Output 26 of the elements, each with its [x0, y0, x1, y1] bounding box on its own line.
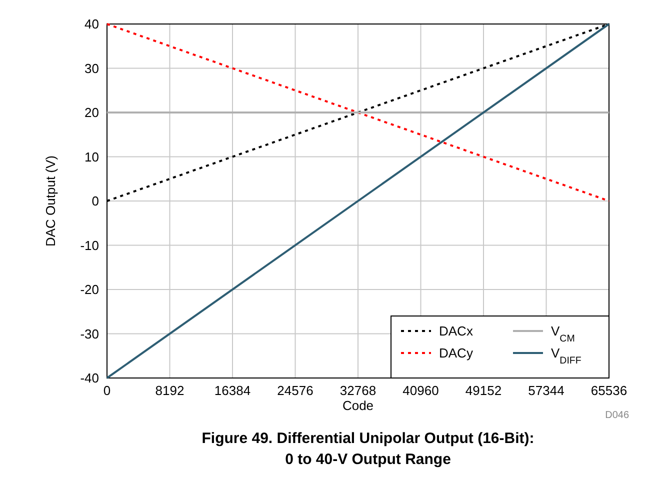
y-tick-label: 40 — [84, 16, 99, 32]
x-tick-label: 24576 — [277, 383, 314, 398]
x-tick-label: 0 — [103, 383, 111, 398]
x-tick-label: 32768 — [340, 383, 376, 398]
x-axis-title: Code — [342, 398, 374, 413]
legend-label: V$_{DIFF}$ — [551, 346, 582, 366]
legend-label: V$_{CM}$ — [551, 324, 575, 344]
x-tick-label: 57344 — [528, 383, 564, 398]
x-tick-label: 16384 — [214, 383, 251, 398]
y-tick-label: -10 — [80, 238, 99, 253]
x-tick-label: 65536 — [590, 383, 628, 398]
y-tick-label: 30 — [84, 60, 99, 76]
y-axis-title: DAC Output (V) — [43, 155, 58, 247]
y-tick-label: -40 — [80, 370, 99, 386]
text: Figure 49. Differential Unipolar Output (16-Bit): 0 to 40-V Output Range — [202, 430, 534, 468]
x-tick-label: 49152 — [465, 383, 502, 398]
y-tick-label: -30 — [80, 326, 99, 342]
y-tick-label: 10 — [84, 149, 99, 164]
y-tick-label: 20 — [84, 105, 99, 120]
legend-label: DACx — [439, 324, 474, 339]
x-tick-label: 8192 — [155, 383, 184, 398]
y-tick-label: 0 — [92, 194, 99, 209]
y-tick-label: -20 — [80, 282, 99, 298]
x-tick-label: 40960 — [402, 383, 439, 398]
legend-label: DACy — [439, 346, 474, 361]
text: D046 — [605, 410, 630, 421]
